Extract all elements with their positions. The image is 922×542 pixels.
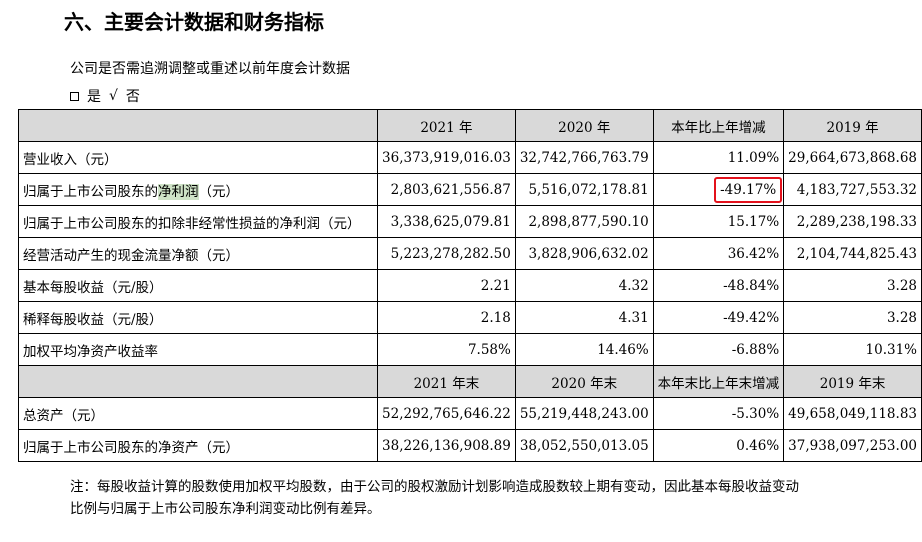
value-cell: 3.28 [783,301,922,334]
table-row: 基本每股收益（元/股） 2.21 4.32 -48.84% 3.28 [17,269,922,302]
row-label: 总资产（元） [17,397,379,430]
value-cell: -49.17% [652,173,785,206]
value-cell: 2.21 [377,269,516,302]
header-cell: 2021 年 [377,109,516,142]
value-cell: -6.88% [652,333,785,366]
option-yes-label: 是 [87,89,101,105]
value-cell: 5,223,278,282.50 [377,237,516,270]
value-cell: 3,338,625,079.81 [377,205,516,238]
value-cell: 38,226,136,908.89 [377,429,516,462]
value-cell: 36.42% [652,237,785,270]
value-cell: 2,898,877,590.10 [514,205,654,238]
value-cell: 37,938,097,253.00 [783,429,922,462]
header-cell: 本年末比上年末增减 [652,365,785,398]
row-label: 营业收入（元） [17,141,379,174]
table-row: 归属于上市公司股东的净利润（元） 2,803,621,556.87 5,516,… [17,173,922,206]
row-label: 归属于上市公司股东的净利润（元） [17,173,379,206]
row-label: 归属于上市公司股东的净资产（元） [17,429,379,462]
value-cell: 2,104,744,825.43 [783,237,922,270]
value-cell: 4.31 [514,301,654,334]
row-label-prefix: 归属于上市公司股东的 [23,183,158,200]
value-cell: 3,828,906,632.02 [514,237,654,270]
restatement-options: 是 √ 否 [70,86,140,106]
highlighted-term: 净利润 [158,183,199,200]
row-label: 加权平均净资产收益率 [17,333,379,366]
section-title: 六、主要会计数据和财务指标 [64,10,324,34]
option-no-label: 否 [125,89,140,105]
table-row: 归属于上市公司股东的扣除非经常性损益的净利润（元） 3,338,625,079.… [17,205,922,238]
header-cell: 2020 年 [514,109,654,142]
header-cell: 2020 年末 [514,365,654,398]
value-cell: 2.18 [377,301,516,334]
value-cell: 7.58% [377,333,516,366]
header-cell: 本年比上年增减 [652,109,785,142]
circled-value: -49.17% [714,176,783,203]
table-row: 总资产（元） 52,292,765,646.22 55,219,448,243.… [17,397,922,430]
value-cell: 0.46% [652,429,785,462]
value-cell: 4.32 [514,269,654,302]
value-cell: 14.46% [514,333,654,366]
table-row: 加权平均净资产收益率 7.58% 14.46% -6.88% 10.31% [17,333,922,366]
header-cell: 2019 年 [783,109,922,142]
checkmark-icon: √ [109,88,118,104]
value-cell: 36,373,919,016.03 [377,141,516,174]
value-cell: 4,183,727,553.32 [783,173,922,206]
value-cell: 32,742,766,763.79 [514,141,654,174]
value-cell: -5.30% [652,397,785,430]
value-cell: 2,803,621,556.87 [377,173,516,206]
row-label: 基本每股收益（元/股） [17,269,379,302]
header-blank-cell [17,365,379,398]
table-row: 归属于上市公司股东的净资产（元） 38,226,136,908.89 38,05… [17,429,922,462]
value-cell: 11.09% [652,141,785,174]
table-row: 稀释每股收益（元/股） 2.18 4.31 -49.42% 3.28 [17,301,922,334]
value-cell: 5,516,072,178.81 [514,173,654,206]
table-header-row: 2021 年 2020 年 本年比上年增减 2019 年 [17,109,922,142]
row-label: 归属于上市公司股东的扣除非经常性损益的净利润（元） [17,205,379,238]
table-row: 营业收入（元） 36,373,919,016.03 32,742,766,763… [17,141,922,174]
value-cell: 52,292,765,646.22 [377,397,516,430]
row-label: 稀释每股收益（元/股） [17,301,379,334]
restatement-question: 公司是否需追溯调整或重述以前年度会计数据 [70,61,350,77]
checkbox-icon [70,91,79,101]
value-cell: 15.17% [652,205,785,238]
footnote-line: 注：每股收益计算的股数使用加权平均股数，由于公司的股权激励计划影响造成股数较上期… [70,479,799,495]
value-cell: -49.42% [652,301,785,334]
value-cell: 49,658,049,118.83 [783,397,922,430]
table-row: 经营活动产生的现金流量净额（元） 5,223,278,282.50 3,828,… [17,237,922,270]
header-blank-cell [17,109,379,142]
footnote: 注：每股收益计算的股数使用加权平均股数，由于公司的股权激励计划影响造成股数较上期… [70,476,870,520]
footnote-line: 比例与归属于上市公司股东净利润变动比例有差异。 [70,501,381,517]
value-cell: -48.84% [652,269,785,302]
financial-indicators-table: 2021 年 2020 年 本年比上年增减 2019 年 营业收入（元） 36,… [17,109,922,462]
header-cell: 2019 年末 [783,365,922,398]
value-cell: 55,219,448,243.00 [514,397,654,430]
value-cell: 29,664,673,868.68 [783,141,922,174]
value-cell: 2,289,238,198.33 [783,205,922,238]
row-label: 经营活动产生的现金流量净额（元） [17,237,379,270]
row-label-suffix: （元） [198,183,240,200]
value-cell: 3.28 [783,269,922,302]
value-cell: 10.31% [783,333,922,366]
table-header-row: 2021 年末 2020 年末 本年末比上年末增减 2019 年末 [17,365,922,398]
header-cell: 2021 年末 [377,365,516,398]
value-cell: 38,052,550,013.05 [514,429,654,462]
